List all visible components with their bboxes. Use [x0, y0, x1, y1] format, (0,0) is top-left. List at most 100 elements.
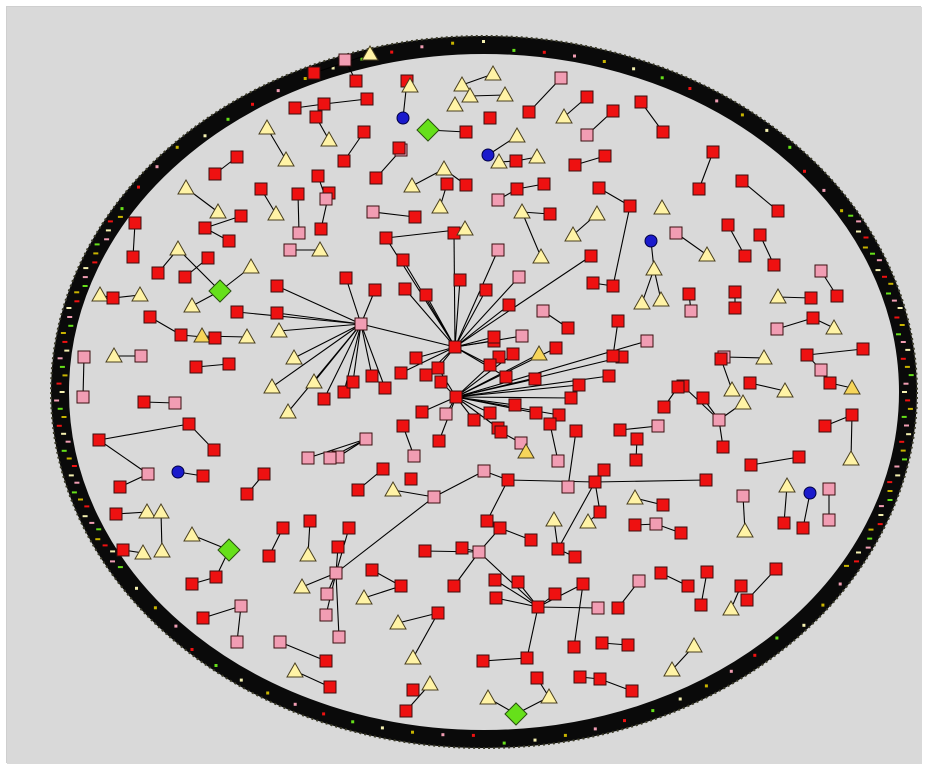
yellow-triangle-node[interactable] [435, 159, 453, 176]
red-square-node[interactable] [404, 472, 418, 486]
pink-square-node[interactable] [736, 489, 750, 503]
red-square-node[interactable] [551, 542, 565, 556]
green-diamond-node[interactable] [217, 538, 241, 562]
red-square-node[interactable] [317, 97, 331, 111]
red-square-node[interactable] [319, 654, 333, 668]
red-square-node[interactable] [398, 282, 412, 296]
red-square-node[interactable] [728, 285, 742, 299]
red-square-node[interactable] [209, 570, 223, 584]
red-square-node[interactable] [569, 424, 583, 438]
pink-square-node[interactable] [551, 454, 565, 468]
red-square-node[interactable] [207, 443, 221, 457]
red-square-node[interactable] [740, 593, 754, 607]
yellow-triangle-node[interactable] [305, 372, 323, 389]
red-square-node[interactable] [654, 566, 668, 580]
red-square-node[interactable] [396, 419, 410, 433]
red-square-node[interactable] [467, 413, 481, 427]
yellow-triangle-node[interactable] [389, 613, 407, 630]
red-square-node[interactable] [230, 305, 244, 319]
red-square-node[interactable] [543, 417, 557, 431]
yellow-triangle-node[interactable] [238, 327, 256, 344]
red-square-node[interactable] [432, 434, 446, 448]
yellow-triangle-node[interactable] [131, 285, 149, 302]
red-square-node[interactable] [580, 90, 594, 104]
pink-square-node[interactable] [320, 587, 334, 601]
red-square-node[interactable] [823, 376, 837, 390]
red-square-node[interactable] [189, 360, 203, 374]
red-square-node[interactable] [520, 651, 534, 665]
red-square-node[interactable] [593, 505, 607, 519]
red-square-node[interactable] [448, 340, 462, 354]
red-square-node[interactable] [597, 463, 611, 477]
red-square-node[interactable] [128, 216, 142, 230]
red-square-node[interactable] [572, 378, 586, 392]
red-square-node[interactable] [182, 417, 196, 431]
pink-square-node[interactable] [591, 601, 605, 615]
red-square-node[interactable] [201, 251, 215, 265]
red-square-node[interactable] [317, 392, 331, 406]
red-square-node[interactable] [699, 473, 713, 487]
pink-square-node[interactable] [491, 243, 505, 257]
red-square-node[interactable] [431, 361, 445, 375]
red-square-node[interactable] [369, 171, 383, 185]
yellow-triangle-node[interactable] [588, 204, 606, 221]
pink-square-node[interactable] [230, 635, 244, 649]
red-square-node[interactable] [92, 433, 106, 447]
yellow-triangle-node[interactable] [532, 247, 550, 264]
yellow-triangle-node[interactable] [285, 348, 303, 365]
red-square-node[interactable] [234, 209, 248, 223]
red-square-node[interactable] [593, 672, 607, 686]
yellow-triangle-node[interactable] [685, 636, 703, 653]
red-square-node[interactable] [508, 398, 522, 412]
pink-square-node[interactable] [439, 407, 453, 421]
red-square-node[interactable] [598, 149, 612, 163]
red-square-node[interactable] [792, 450, 806, 464]
red-square-node[interactable] [800, 348, 814, 362]
red-square-node[interactable] [494, 425, 508, 439]
red-square-node[interactable] [483, 406, 497, 420]
yellow-triangle-node[interactable] [842, 449, 860, 466]
red-square-node[interactable] [692, 182, 706, 196]
blue-circle-node[interactable] [803, 486, 817, 500]
red-square-node[interactable] [611, 601, 625, 615]
yellow-triangle-node[interactable] [453, 75, 471, 92]
yellow-triangle-node[interactable] [663, 660, 681, 677]
red-square-node[interactable] [178, 270, 192, 284]
red-square-node[interactable] [595, 636, 609, 650]
pink-square-node[interactable] [332, 630, 346, 644]
pink-square-node[interactable] [536, 304, 550, 318]
pink-square-node[interactable] [77, 350, 91, 364]
red-square-node[interactable] [611, 314, 625, 328]
red-square-node[interactable] [629, 453, 643, 467]
red-square-node[interactable] [564, 391, 578, 405]
pink-square-node[interactable] [814, 264, 828, 278]
red-square-node[interactable] [613, 423, 627, 437]
red-square-node[interactable] [431, 606, 445, 620]
red-square-node[interactable] [489, 591, 503, 605]
yellow-triangle-node[interactable] [484, 64, 502, 81]
pink-square-node[interactable] [301, 451, 315, 465]
red-square-node[interactable] [331, 540, 345, 554]
red-square-node[interactable] [561, 321, 575, 335]
green-diamond-node[interactable] [504, 702, 528, 726]
red-square-node[interactable] [396, 253, 410, 267]
red-square-node[interactable] [113, 480, 127, 494]
red-square-node[interactable] [459, 125, 473, 139]
red-square-node[interactable] [743, 376, 757, 390]
red-square-node[interactable] [434, 375, 448, 389]
red-square-node[interactable] [342, 521, 356, 535]
blue-circle-node[interactable] [171, 465, 185, 479]
yellow-triangle-node[interactable] [513, 202, 531, 219]
red-square-node[interactable] [303, 514, 317, 528]
yellow-triangle-node[interactable] [183, 296, 201, 313]
red-square-node[interactable] [522, 105, 536, 119]
yellow-triangle-node[interactable] [769, 287, 787, 304]
red-square-node[interactable] [415, 405, 429, 419]
red-square-node[interactable] [674, 526, 688, 540]
red-square-node[interactable] [509, 154, 523, 168]
red-square-node[interactable] [588, 475, 602, 489]
red-square-node[interactable] [584, 249, 598, 263]
yellow-triangle-node[interactable] [778, 476, 796, 493]
yellow-triangle-node[interactable] [555, 107, 573, 124]
yellow-triangle-node[interactable] [496, 85, 514, 102]
